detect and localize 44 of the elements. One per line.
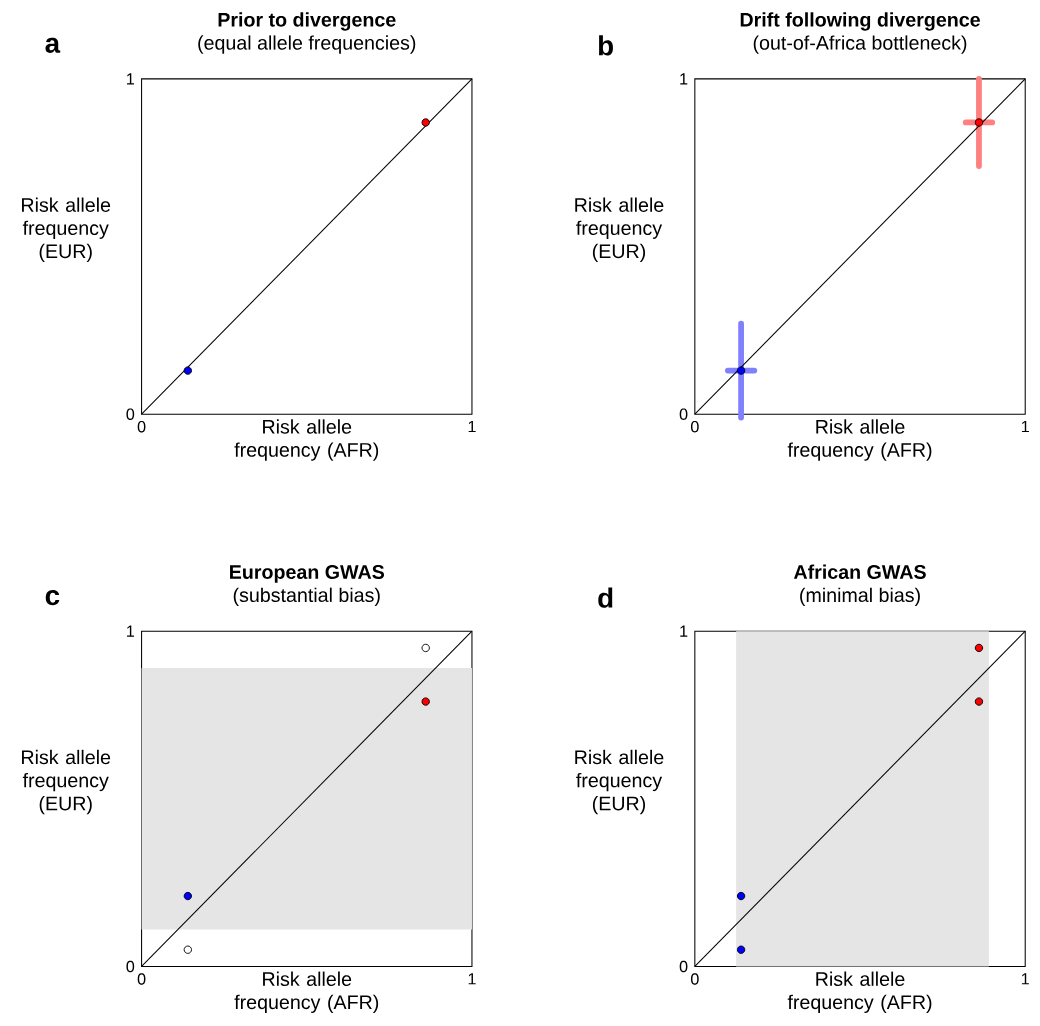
point: [183, 892, 192, 901]
text: a: [45, 37, 61, 54]
y-tick-label: 0: [126, 408, 135, 421]
text: d: [598, 587, 613, 608]
point: [974, 697, 984, 706]
point: [974, 643, 984, 653]
y-axis-title: Risk allele frequency (EUR): [575, 197, 664, 263]
chart-title: African GWAS: [793, 564, 926, 580]
y-tick-label: 1: [127, 73, 135, 85]
x-axis-title: Risk allele frequency (AFR): [787, 419, 932, 461]
text: c: [45, 590, 60, 606]
x-tick-label: 1: [1021, 973, 1029, 985]
y-tick-label: 0: [679, 960, 688, 973]
x-tick-label: 1: [1021, 421, 1029, 433]
point: [421, 643, 430, 653]
y-axis-title: Risk allele frequency (EUR): [575, 749, 664, 815]
point: [183, 945, 192, 955]
x-tick-label: 0: [690, 421, 699, 433]
chart-subtitle: (equal allele frequencies): [198, 35, 416, 54]
chart-title: Prior to divergence: [218, 12, 396, 31]
y-tick-label: 1: [680, 625, 688, 637]
text: b: [599, 35, 613, 56]
y-tick-label: 0: [126, 960, 135, 973]
chart-title: European GWAS: [230, 565, 385, 584]
point: [736, 945, 746, 955]
x-axis-title: Risk allele frequency (AFR): [234, 419, 379, 461]
chart-subtitle: (substantial bias): [233, 587, 380, 607]
chart-title: Drift following divergence: [740, 12, 980, 31]
y-axis-title: Risk allele frequency (EUR): [22, 749, 111, 815]
x-tick-label: 1: [468, 973, 476, 985]
chart-subtitle: (minimal bias): [800, 587, 920, 607]
y-axis-title: Risk allele frequency (EUR): [22, 197, 111, 263]
x-axis-title: Risk allele frequency (AFR): [787, 971, 932, 1014]
x-tick-label: 0: [137, 421, 146, 433]
x-tick-label: 0: [690, 973, 699, 985]
chart-subtitle: (out-of-Africa bottleneck): [753, 35, 967, 54]
x-tick-label: 0: [137, 973, 146, 985]
x-axis-title: Risk allele frequency (AFR): [234, 971, 379, 1014]
y-tick-label: 1: [680, 73, 688, 85]
point: [736, 892, 746, 901]
y-tick-label: 0: [679, 408, 688, 421]
y-tick-label: 1: [127, 625, 135, 637]
x-tick-label: 1: [468, 421, 476, 433]
point: [421, 697, 430, 706]
